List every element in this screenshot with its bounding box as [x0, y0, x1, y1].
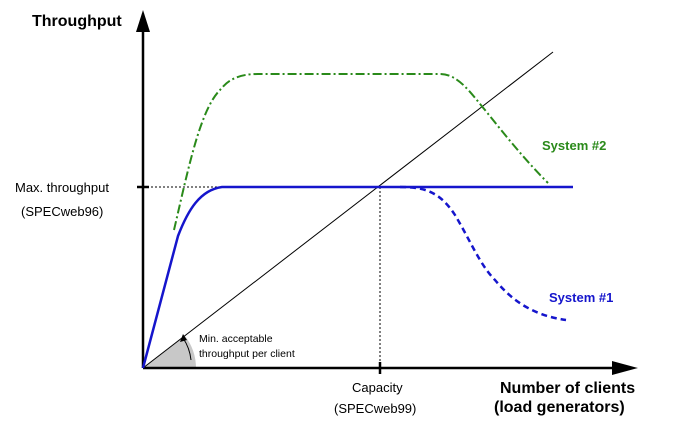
system1-label: System #1: [549, 290, 613, 305]
min-acceptable-label: Min. acceptable: [199, 333, 273, 345]
max-throughput-label: Max. throughput: [15, 180, 109, 195]
system2-curve: [174, 74, 548, 230]
y-axis-arrow: [136, 10, 150, 32]
capacity-sublabel: (SPECweb99): [334, 401, 416, 416]
min-acceptable-sublabel: throughput per client: [199, 348, 295, 360]
x-axis-title: Number of clients: [500, 380, 635, 397]
capacity-label: Capacity: [352, 380, 403, 395]
x-axis-arrow: [612, 361, 638, 375]
max-throughput-sublabel: (SPECweb96): [21, 204, 103, 219]
y-axis-title: Throughput: [32, 13, 122, 30]
system1-degradation: [400, 187, 566, 320]
x-axis-subtitle: (load generators): [494, 399, 625, 416]
min-throughput-line: [143, 52, 553, 368]
system2-label: System #2: [542, 138, 606, 153]
